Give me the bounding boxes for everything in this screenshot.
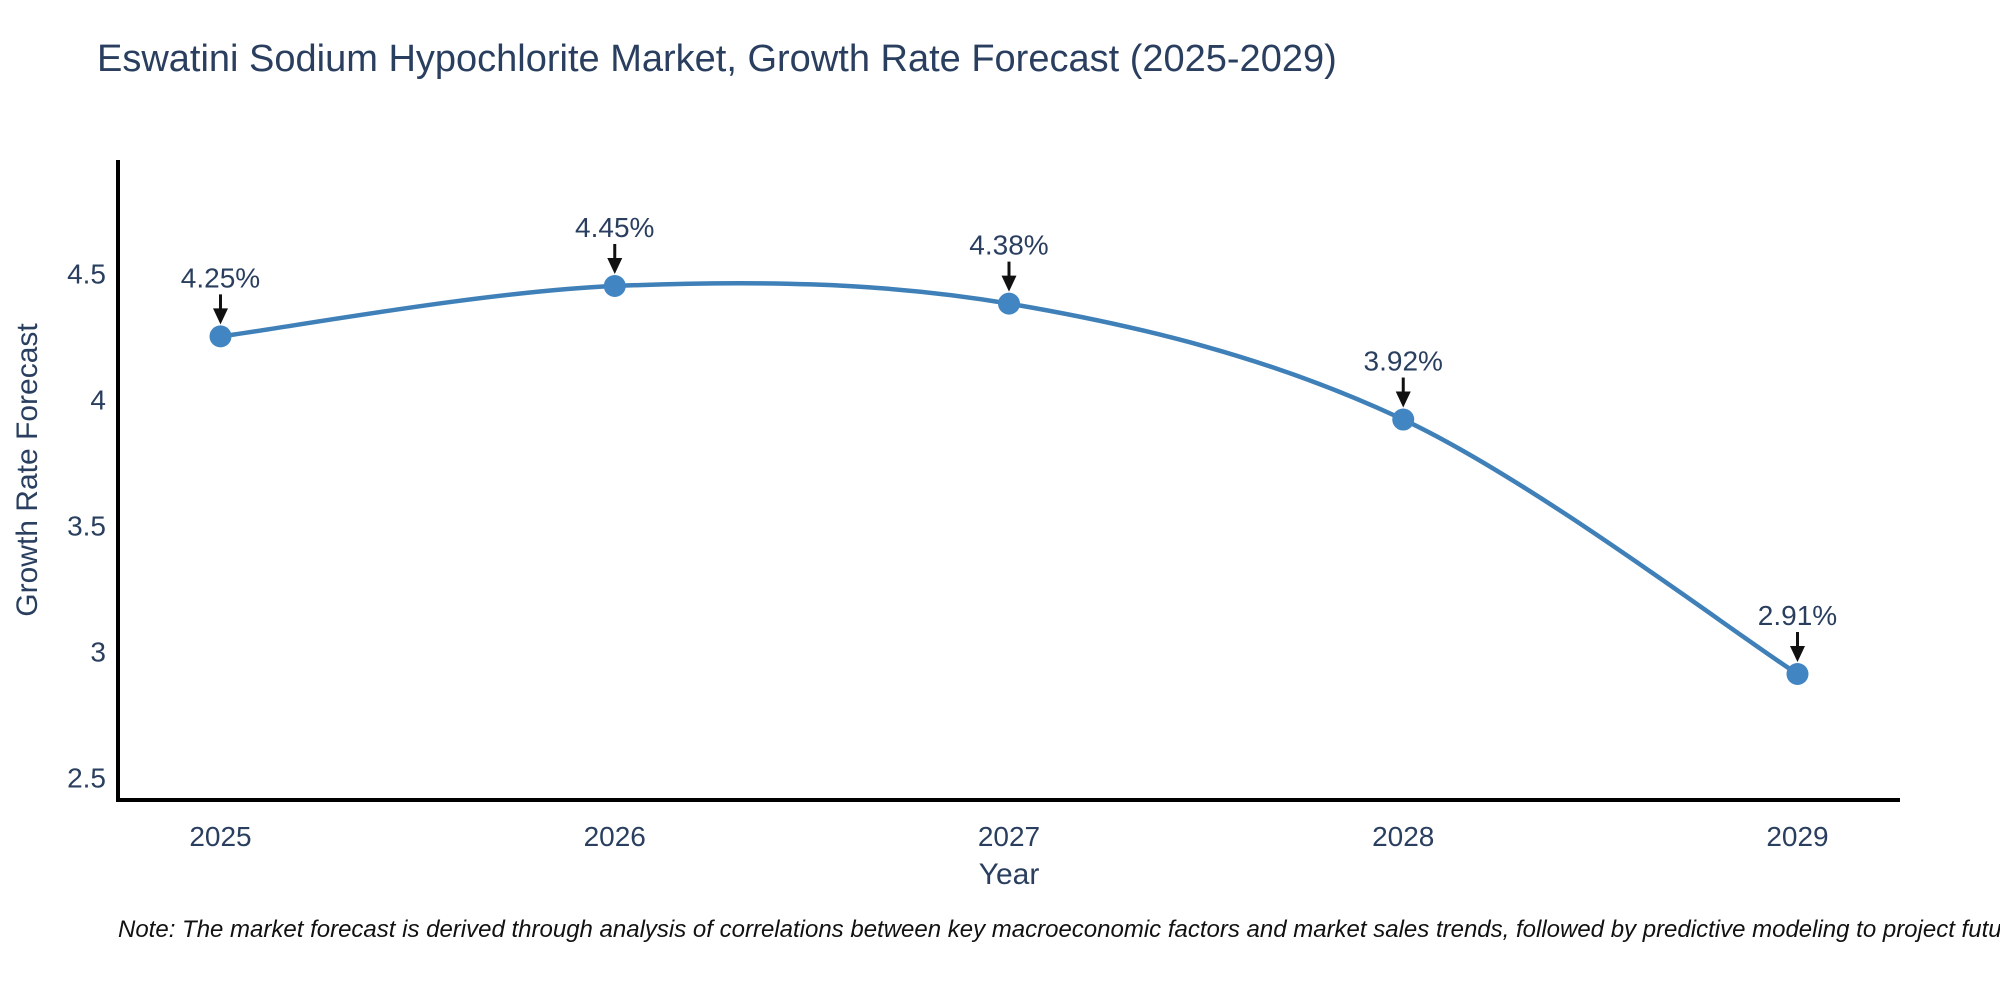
annotation-label: 3.92% [1364,346,1443,377]
x-axis-title: Year [978,858,1040,891]
annotation-arrowhead [1395,391,1411,408]
data-point-2026 [603,274,626,297]
y-tick-label: 2.5 [67,762,106,793]
data-point-2029 [1786,663,1809,686]
annotation-arrowhead [1001,275,1017,292]
y-tick-label: 4 [90,384,106,415]
y-tick-label: 3 [90,636,106,667]
data-point-2027 [998,292,1020,315]
chart-title: Eswatini Sodium Hypochlorite Market, Gro… [97,38,1337,80]
line-series [218,280,1800,677]
data-point-2025 [209,325,232,348]
annotation-arrowhead [1789,646,1805,663]
annotation-label: 4.45% [575,212,654,243]
annotation-arrowhead [213,308,229,325]
y-tick-label: 4.5 [67,258,106,289]
annotation-label: 4.38% [969,230,1048,261]
x-tick-label: 2029 [1766,821,1828,852]
annotation-label: 4.25% [181,262,260,293]
x-tick-label: 2026 [584,821,646,852]
annotation-label: 2.91% [1758,600,1837,631]
x-tick-label: 2025 [189,821,251,852]
x-tick-label: 2027 [978,821,1040,852]
footnote: Note: The market forecast is derived thr… [118,916,2000,943]
y-tick-label: 3.5 [67,510,106,541]
data-point-2028 [1392,408,1415,431]
annotation-arrowhead [607,257,623,274]
x-tick-label: 2028 [1372,821,1434,852]
